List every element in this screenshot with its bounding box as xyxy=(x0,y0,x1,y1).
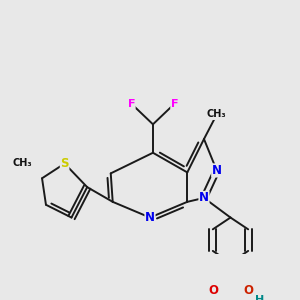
Text: N: N xyxy=(199,191,209,204)
Text: N: N xyxy=(212,164,222,177)
Text: CH₃: CH₃ xyxy=(207,110,226,119)
Text: N: N xyxy=(145,211,155,224)
Text: F: F xyxy=(128,99,135,109)
Text: O: O xyxy=(243,284,253,297)
Text: H: H xyxy=(255,295,265,300)
Text: CH₃: CH₃ xyxy=(13,158,32,168)
Text: F: F xyxy=(171,99,178,109)
Text: O: O xyxy=(209,284,219,297)
Text: S: S xyxy=(60,157,69,170)
